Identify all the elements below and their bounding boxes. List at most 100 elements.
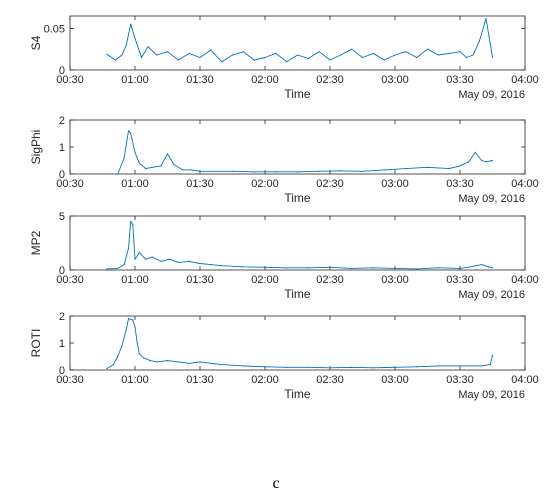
data-point [151, 166, 153, 168]
data-point [160, 260, 162, 262]
data-point [286, 366, 288, 368]
data-point [134, 37, 136, 40]
data-point [173, 164, 175, 166]
data-point [143, 357, 145, 359]
data-point [361, 170, 364, 172]
data-point [151, 256, 153, 258]
data-point [231, 54, 234, 56]
y-tick-label: 0 [59, 365, 65, 377]
data-point [491, 159, 494, 162]
x-tick-label: 00:30 [56, 74, 84, 86]
x-tick-label: 03:30 [446, 178, 474, 190]
data-point [426, 166, 429, 168]
data-point [210, 170, 212, 172]
data-point [210, 49, 212, 51]
data-point [307, 366, 309, 368]
x-tick-label: 03:30 [446, 74, 474, 86]
data-point [372, 367, 374, 369]
data-point [199, 56, 201, 59]
data-point [481, 159, 483, 162]
data-point [318, 51, 320, 53]
x-tick-label: 02:30 [316, 274, 344, 286]
data-point [416, 56, 418, 59]
data-point [134, 151, 136, 153]
data-point [130, 220, 132, 222]
x-axis-label: Time [284, 191, 311, 205]
x-axis-label: Time [284, 87, 311, 101]
series-line-roti [106, 318, 493, 369]
data-point [474, 151, 476, 153]
x-tick-label: 00:30 [56, 374, 84, 386]
data-point [329, 59, 331, 61]
data-point [485, 161, 487, 163]
data-point [448, 52, 450, 55]
data-point [138, 353, 140, 355]
data-point [117, 267, 119, 269]
data-point [156, 361, 158, 363]
data-point [459, 51, 461, 53]
x-tick-label: 01:00 [121, 178, 149, 190]
data-point [481, 264, 483, 266]
data-point [329, 266, 331, 268]
data-point [485, 17, 487, 20]
data-point [470, 266, 472, 268]
data-point [190, 169, 192, 171]
panel-sigphi: 00:30 01:00 01:30 02:00 02:30 03:00 03:30 04:00… [29, 115, 539, 205]
x-tick-label: 01:00 [121, 274, 149, 286]
x-tick-label: 01:30 [186, 274, 214, 286]
data-point [140, 56, 143, 59]
data-point [491, 267, 494, 269]
x-tick-label: 02:30 [316, 374, 344, 386]
data-point [106, 368, 108, 370]
data-point [253, 171, 255, 173]
data-point [361, 56, 364, 59]
data-point [437, 365, 439, 367]
data-point [221, 364, 223, 366]
data-point [489, 364, 491, 366]
data-point [127, 130, 130, 132]
data-point [394, 267, 396, 269]
data-point [253, 59, 255, 61]
data-point [127, 247, 130, 249]
data-point [106, 268, 108, 270]
data-point [383, 59, 385, 61]
data-point [286, 61, 288, 63]
data-point [132, 319, 134, 321]
data-point [459, 365, 461, 367]
data-point [138, 252, 140, 254]
data-point [127, 318, 130, 320]
y-tick-label: 2 [59, 311, 65, 323]
panel-roti: 00:30 01:00 01:30 02:00 02:30 03:00 03:30 04:00… [29, 311, 539, 401]
y-tick-label: 0 [59, 169, 65, 181]
y-axis-label: MP2 [29, 230, 43, 255]
data-point [188, 362, 190, 364]
data-point [437, 54, 439, 56]
x-tick-label: 04:00 [511, 74, 539, 86]
data-point [138, 162, 140, 164]
x-tick-label: 02:00 [251, 178, 279, 190]
data-point [481, 365, 483, 367]
data-point [351, 48, 353, 50]
x-tick-label: 00:30 [56, 178, 84, 190]
data-point [147, 46, 149, 48]
data-point [145, 168, 147, 170]
x-tick-label: 00:30 [56, 274, 84, 286]
data-point [405, 51, 407, 53]
x-tick-label: 01:30 [186, 74, 214, 86]
axes-box [69, 215, 526, 271]
panel-mp2: 00:30 01:00 01:30 02:00 02:30 03:00 03:30 04:00… [29, 211, 539, 301]
data-point [106, 53, 108, 55]
data-point [394, 366, 396, 368]
series-line-s4 [106, 18, 493, 63]
x-tick-label: 04:00 [511, 178, 539, 190]
data-point [242, 266, 244, 268]
data-point [221, 265, 223, 267]
data-point [491, 354, 494, 356]
y-tick-label: 2 [59, 115, 65, 127]
y-axis-label: ROTI [29, 329, 43, 358]
data-point [169, 258, 171, 260]
date-label: May 09, 2016 [458, 289, 525, 301]
data-point [459, 165, 461, 167]
x-axis-label: Time [284, 287, 311, 301]
data-point [307, 57, 309, 60]
